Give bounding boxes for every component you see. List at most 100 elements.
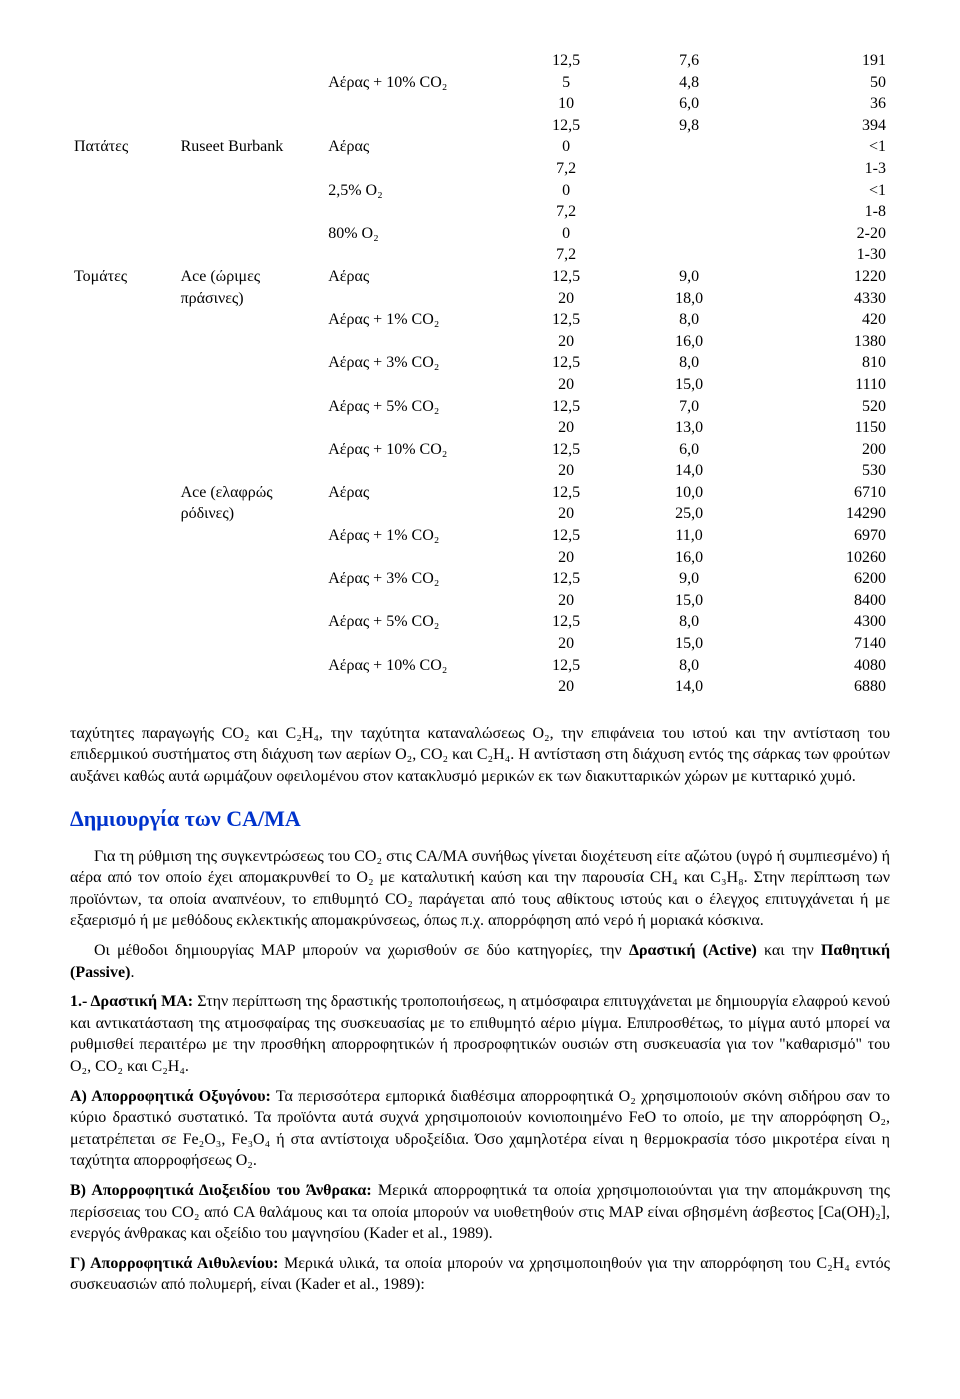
table-cell [324,288,504,310]
table-cell [177,201,325,223]
bold-heading: Α) Απορροφητικά Οξυγόνου: [70,1088,271,1105]
bold-heading: Β) Απορροφητικά Διοξειδίου του Άνθρακα: [70,1182,372,1199]
table-cell: 12,5 [505,482,628,504]
table-cell: Αέρας [324,136,504,158]
table-cell: Πατάτες [70,136,177,158]
table-cell [70,309,177,331]
table-cell [70,396,177,418]
table-cell: Ruseet Burbank [177,136,325,158]
table-row: 2014,0530 [70,460,890,482]
table-cell [70,655,177,677]
table-cell [324,93,504,115]
paragraph-continuation: ταχύτητες παραγωγής CO₂ και C₂H₄, την τα… [70,723,890,788]
table-cell [70,633,177,655]
table-cell: 15,0 [628,633,751,655]
table-cell: 14290 [751,503,890,525]
table-row: 7,21-3 [70,158,890,180]
table-cell: 7,2 [505,158,628,180]
table-cell: 18,0 [628,288,751,310]
table-cell: 520 [751,396,890,418]
table-row: Αέρας + 1% CO₂12,511,06970 [70,525,890,547]
table-cell [324,417,504,439]
table-cell: 8400 [751,590,890,612]
table-cell: 12,5 [505,396,628,418]
table-cell: 12,5 [505,439,628,461]
table-cell: <1 [751,180,890,202]
table-cell [177,547,325,569]
table-cell: 12,5 [505,266,628,288]
table-cell: 20 [505,288,628,310]
table-cell: 13,0 [628,417,751,439]
text-run: Οι μέθοδοι δημιουργίας MAP μπορούν να χω… [94,942,629,959]
table-cell [177,352,325,374]
table-row: 2015,08400 [70,590,890,612]
table-row: 12,57,6191 [70,50,890,72]
table-cell: Αέρας + 1% CO₂ [324,309,504,331]
table-cell: 20 [505,503,628,525]
table-row: 2015,07140 [70,633,890,655]
table-cell: Ace (ελαφρώς [177,482,325,504]
table-cell: 7,6 [628,50,751,72]
table-cell [177,439,325,461]
table-cell: 10260 [751,547,890,569]
table-cell: 6,0 [628,439,751,461]
table-cell: 12,5 [505,525,628,547]
table-cell [177,93,325,115]
table-cell [70,590,177,612]
table-cell: <1 [751,136,890,158]
table-cell [324,374,504,396]
table-cell: 5 [505,72,628,94]
table-cell: 191 [751,50,890,72]
table-cell: 9,0 [628,568,751,590]
table-cell: 16,0 [628,547,751,569]
table-cell: 7,0 [628,396,751,418]
table-cell [70,525,177,547]
table-cell [324,590,504,612]
table-cell: 7140 [751,633,890,655]
table-row: 12,59,8394 [70,115,890,137]
table-cell: 20 [505,547,628,569]
table-cell: 8,0 [628,352,751,374]
table-cell [70,352,177,374]
table-cell: 15,0 [628,374,751,396]
table-cell [177,244,325,266]
table-cell: 7,2 [505,244,628,266]
table-cell: 20 [505,590,628,612]
table-cell: 6880 [751,676,890,698]
table-cell: 420 [751,309,890,331]
table-cell: ρόδινες) [177,503,325,525]
table-cell [177,223,325,245]
paragraph-c-ethylene: Γ) Απορροφητικά Αιθυλενίου: Μερικά υλικά… [70,1253,890,1296]
table-cell [70,288,177,310]
table-cell: Αέρας + 3% CO₂ [324,568,504,590]
table-cell [70,374,177,396]
table-row: Αέρας + 10% CO₂54,850 [70,72,890,94]
table-cell [70,244,177,266]
table-cell [177,525,325,547]
table-cell: 12,5 [505,611,628,633]
bold-heading: Γ) Απορροφητικά Αιθυλενίου: [70,1255,279,1272]
table-cell [177,590,325,612]
table-cell: 1150 [751,417,890,439]
table-cell: 8,0 [628,655,751,677]
table-row: 7,21-8 [70,201,890,223]
table-row: ΤομάτεςAce (ώριμεςΑέρας12,59,01220 [70,266,890,288]
table-cell [70,568,177,590]
bold-heading: 1.- Δραστική MA: [70,993,193,1010]
table-cell: 50 [751,72,890,94]
table-cell [177,309,325,331]
table-cell [628,244,751,266]
table-cell: 4,8 [628,72,751,94]
table-cell [70,180,177,202]
table-cell: 530 [751,460,890,482]
table-cell [70,158,177,180]
table-cell [177,72,325,94]
table-cell [324,244,504,266]
table-cell [177,115,325,137]
table-cell [324,460,504,482]
table-cell: 10,0 [628,482,751,504]
paragraph-methods: Οι μέθοδοι δημιουργίας MAP μπορούν να χω… [70,940,890,983]
table-cell [177,611,325,633]
table-row: 2016,010260 [70,547,890,569]
table-row: Αέρας + 5% CO₂12,58,04300 [70,611,890,633]
